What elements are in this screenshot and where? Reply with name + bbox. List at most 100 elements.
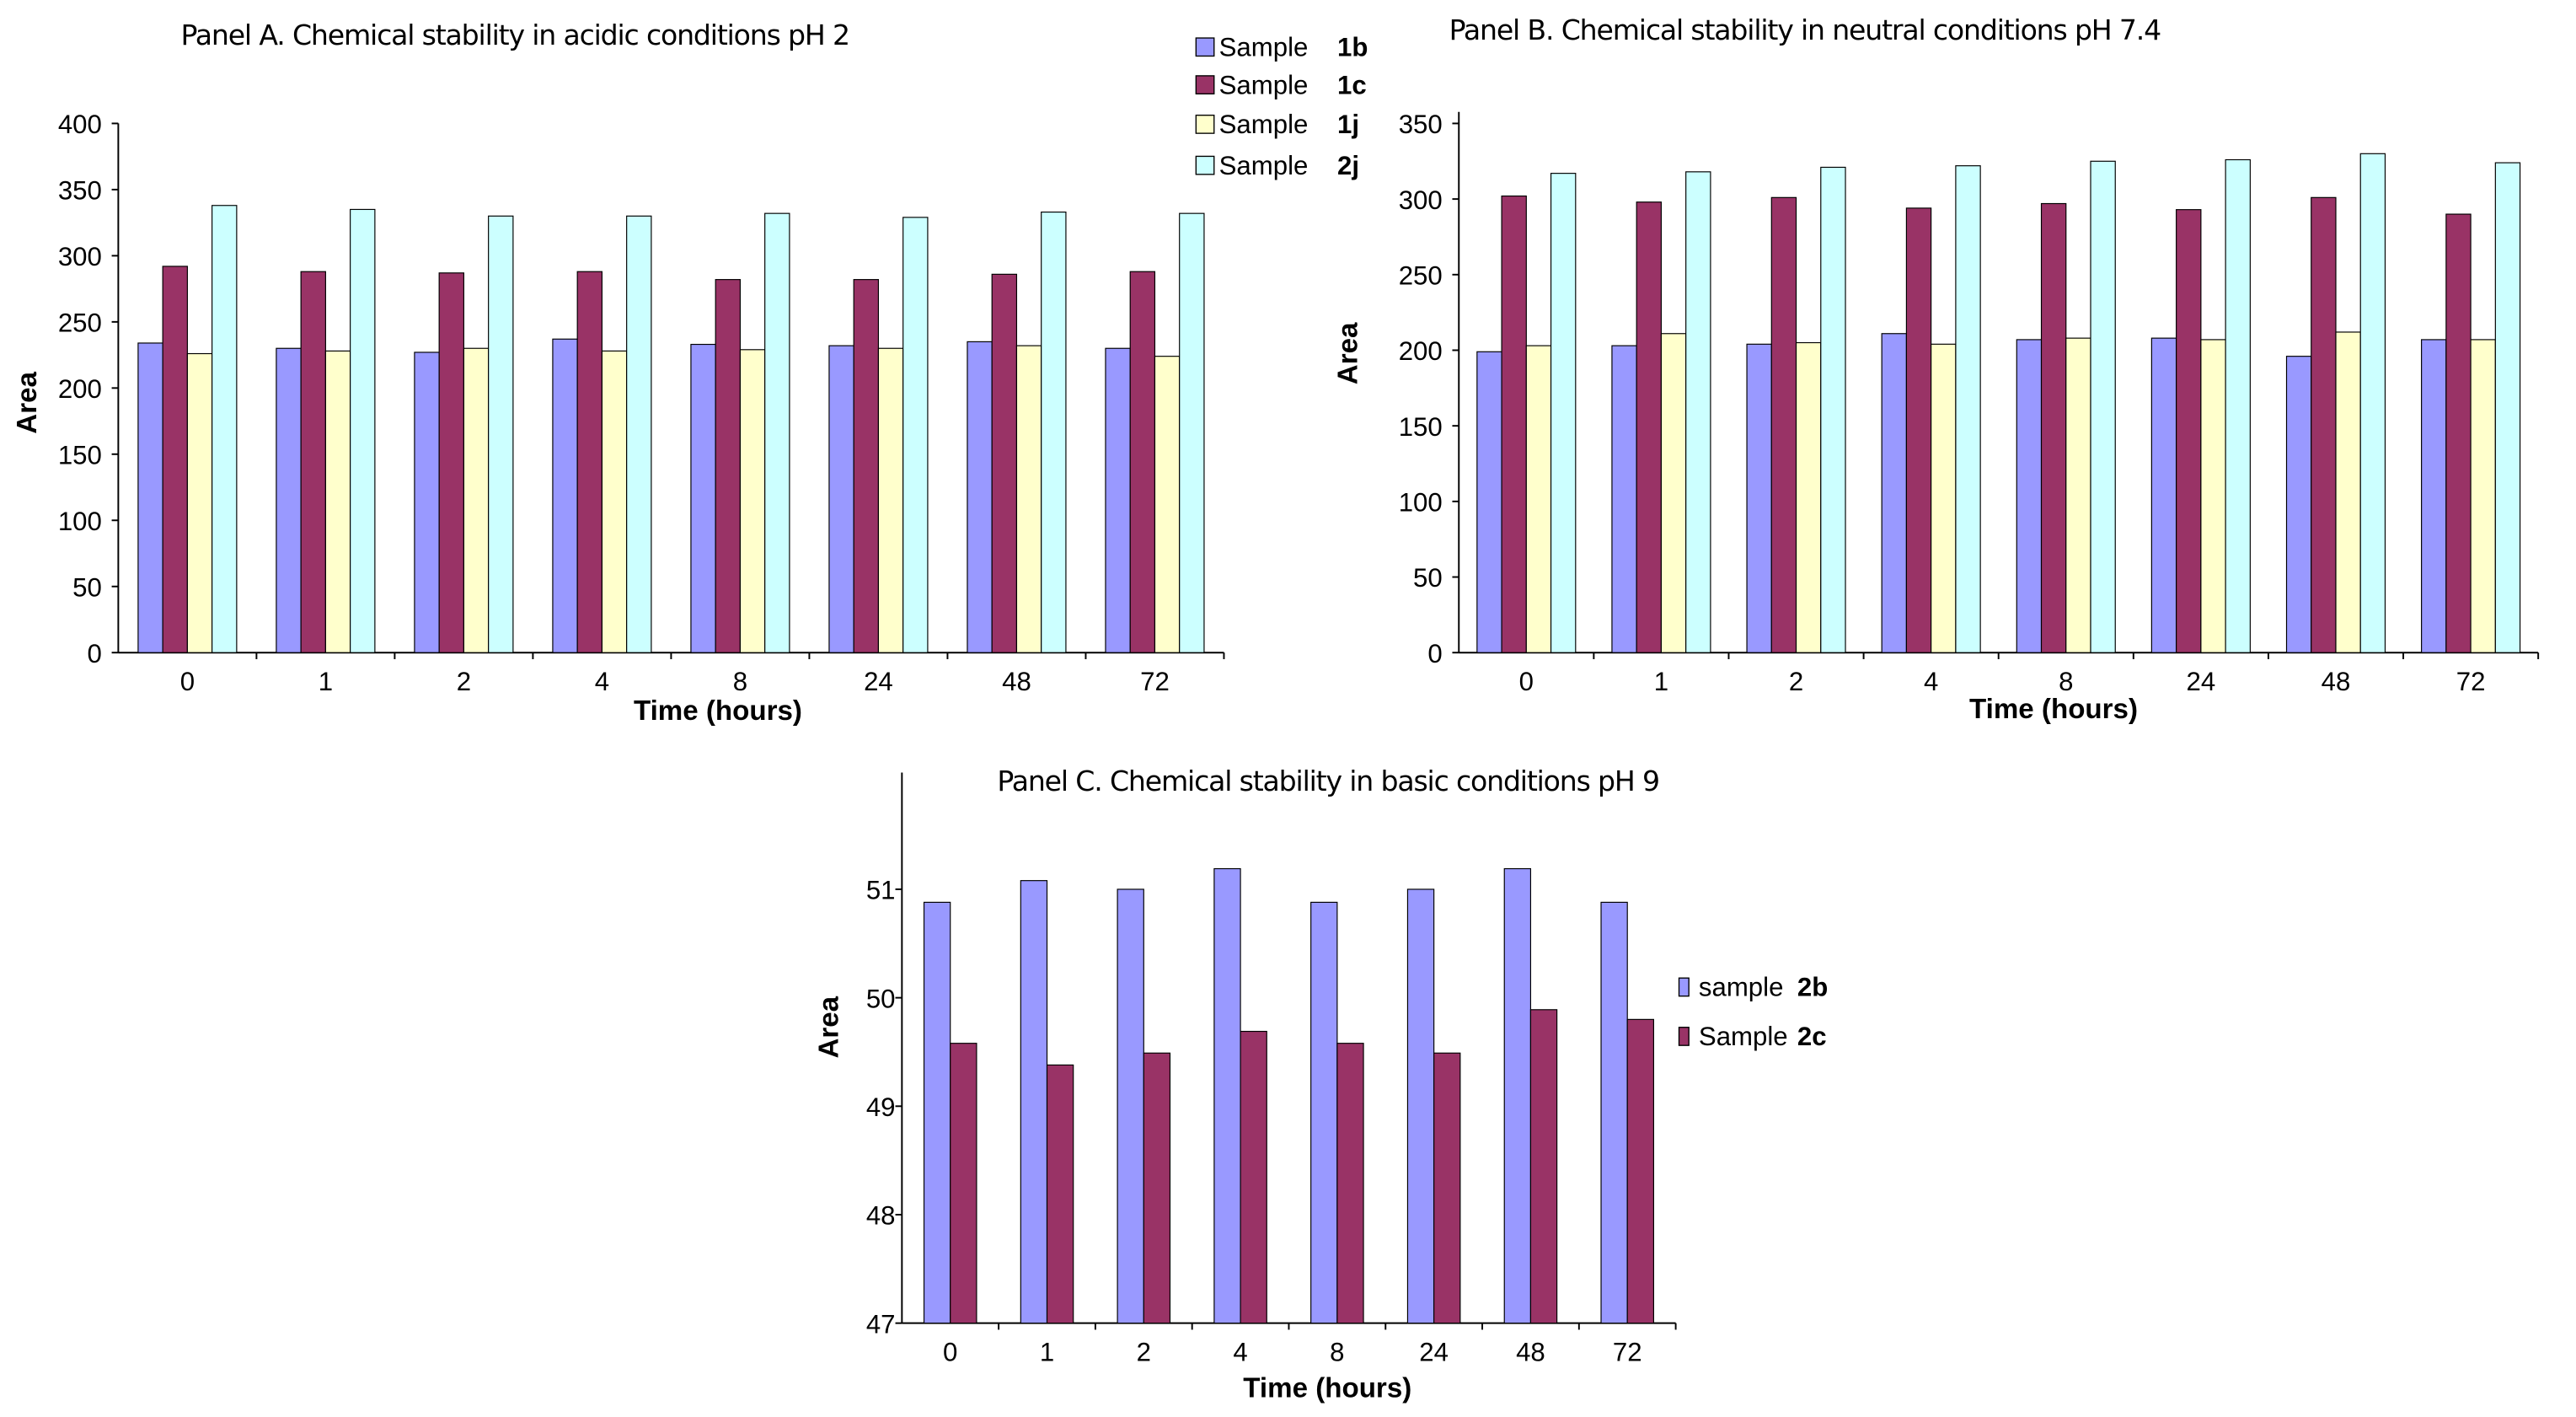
bar-2j-t24 — [2225, 158, 2251, 653]
bar-2b-t4 — [1213, 867, 1241, 1324]
legend-label: Sample — [1219, 33, 1309, 62]
bar-2j-t48 — [1041, 212, 1067, 653]
x-tick-label: 1 — [1654, 667, 1668, 696]
bar-1j-t2 — [1795, 341, 1822, 653]
legend-item-2c: Sample 2c — [1678, 1022, 1827, 1051]
bar-2c-t72 — [1626, 1018, 1654, 1324]
y-tick-label: 300 — [58, 242, 102, 271]
bar-1c-t48 — [2311, 196, 2337, 653]
legend-item-1j: Sample 1j — [1195, 110, 1359, 139]
y-axis-label: Area — [813, 996, 844, 1058]
y-tick-label: 48 — [866, 1201, 896, 1231]
bar-1j-t0 — [186, 352, 213, 653]
bar-1b-t1 — [276, 347, 302, 653]
legend-swatch — [1195, 115, 1215, 134]
y-tick-label: 50 — [1413, 563, 1443, 593]
bar-1c-t72 — [1129, 271, 1156, 653]
legend-item-2b: sample 2b — [1678, 973, 1828, 1002]
bar-2c-t8 — [1336, 1043, 1364, 1324]
bar-1j-t1 — [324, 350, 351, 653]
bar-2j-t72 — [1179, 212, 1205, 653]
x-tick-label: 24 — [2187, 667, 2216, 696]
x-tick-label: 4 — [595, 667, 609, 696]
bar-2c-t48 — [1529, 1009, 1558, 1324]
legend-id: 1b — [1337, 33, 1368, 62]
bar-2b-t1 — [1020, 880, 1048, 1324]
bar-1j-t0 — [1525, 345, 1552, 653]
y-tick-label: 200 — [1399, 336, 1443, 366]
panel-c: Panel C. Chemical stability in basic con… — [813, 765, 1828, 1404]
bar-1c-t8 — [2040, 202, 2067, 653]
legend: sample 2b Sample 2c — [1678, 973, 1828, 1051]
bar-2j-t4 — [1955, 165, 1981, 653]
y-tick-label: 100 — [58, 507, 102, 536]
bar-1c-t24 — [853, 279, 880, 653]
bar-2j-t4 — [626, 215, 652, 653]
bar-1c-t0 — [1501, 195, 1527, 653]
x-tick-label: 2 — [457, 667, 471, 696]
bar-1b-t72 — [1105, 347, 1131, 653]
bar-1c-t1 — [300, 271, 326, 653]
y-axis-label: Area — [1332, 322, 1363, 384]
bar-2c-t0 — [950, 1043, 977, 1324]
bar-1b-t48 — [2285, 356, 2312, 653]
legend-label: Sample — [1219, 110, 1309, 139]
y-tick-label: 350 — [1399, 110, 1443, 139]
chart-title: Panel B. Chemical stability in neutral c… — [1449, 13, 2161, 46]
x-tick-label: 1 — [1040, 1337, 1054, 1366]
bar-1c-t0 — [162, 266, 188, 653]
legend-label: Sample — [1699, 1022, 1788, 1051]
bar-2c-t4 — [1240, 1030, 1267, 1324]
x-tick-label: 8 — [733, 667, 747, 696]
bar-2j-t24 — [902, 217, 929, 653]
y-axis-label: Area — [12, 371, 43, 433]
bar-1j-t72 — [1154, 356, 1181, 653]
x-tick-label: 0 — [1519, 667, 1534, 696]
bar-1b-t2 — [414, 352, 440, 653]
bar-2c-t24 — [1433, 1052, 1461, 1324]
y-tick-label: 400 — [58, 110, 102, 139]
legend-item-2j: Sample 2j — [1195, 151, 1359, 180]
bar-2j-t0 — [212, 205, 238, 653]
x-tick-label: 8 — [1330, 1337, 1344, 1366]
bar-2b-t2 — [1117, 888, 1144, 1324]
bar-1b-t24 — [828, 345, 854, 653]
bar-1j-t72 — [2470, 339, 2496, 653]
x-tick-label: 2 — [1789, 667, 1803, 696]
bar-1j-t1 — [1660, 333, 1687, 653]
legend-id: 2j — [1337, 151, 1359, 180]
x-tick-label: 4 — [1233, 1337, 1247, 1366]
legend-id: 1j — [1337, 110, 1359, 139]
bar-1c-t4 — [576, 271, 602, 653]
y-tick-label: 0 — [1427, 639, 1442, 668]
chart-title: Panel A. Chemical stability in acidic co… — [180, 19, 849, 51]
x-tick-label: 48 — [1516, 1337, 1545, 1366]
y-tick-label: 51 — [866, 876, 896, 905]
bar-1c-t48 — [991, 273, 1018, 653]
bar-1b-t1 — [1611, 345, 1637, 653]
bar-1j-t8 — [2065, 337, 2091, 653]
bar-1j-t8 — [739, 349, 766, 653]
bar-1c-t1 — [1636, 201, 1663, 653]
bar-2b-t24 — [1406, 888, 1435, 1324]
x-tick-label: 48 — [1002, 667, 1031, 696]
bar-1j-t24 — [877, 347, 904, 653]
bar-2j-t1 — [350, 208, 376, 653]
bar-1c-t4 — [1905, 207, 1932, 653]
panel-b: Panel B. Chemical stability in neutral c… — [1332, 13, 2540, 725]
bar-2j-t72 — [2494, 162, 2521, 653]
x-tick-label: 8 — [2059, 667, 2073, 696]
x-axis-label: Time (hours) — [634, 695, 802, 727]
legend-swatch — [1195, 37, 1215, 57]
x-tick-label: 0 — [180, 667, 195, 696]
bar-2j-t48 — [2359, 153, 2386, 653]
legend-label: sample — [1699, 973, 1784, 1002]
legend-id: 1c — [1337, 70, 1367, 99]
x-tick-label: 4 — [1924, 667, 1938, 696]
x-axis-label: Time (hours) — [1243, 1372, 1411, 1404]
x-tick-label: 24 — [864, 667, 893, 696]
bar-2c-t1 — [1046, 1064, 1074, 1324]
bar-1b-t8 — [2016, 339, 2043, 653]
bar-1c-t72 — [2445, 213, 2472, 653]
